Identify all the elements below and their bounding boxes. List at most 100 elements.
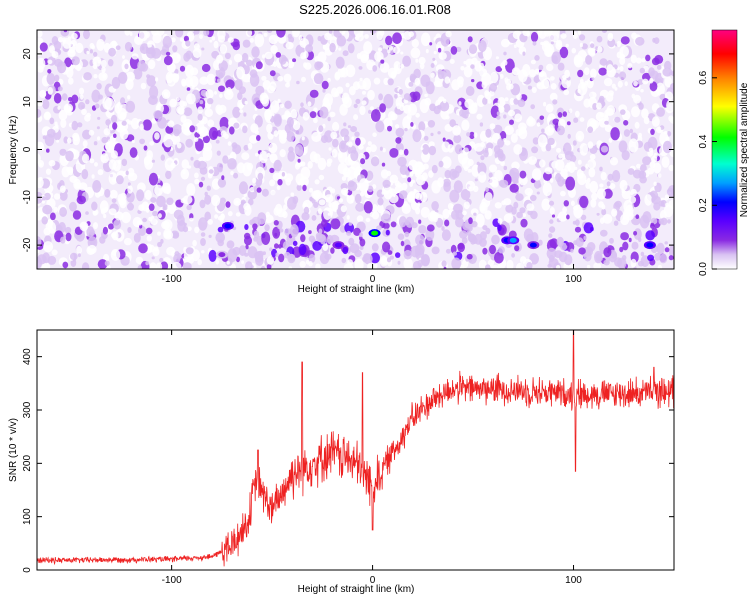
spectrogram-cell: [630, 188, 637, 197]
spectrogram-cell: [427, 120, 436, 128]
spectrogram-cell: [243, 112, 247, 117]
spectrogram-cell: [491, 234, 500, 245]
spectrogram-cell: [628, 195, 637, 204]
spectrogram-cell: [224, 52, 231, 60]
spectrogram-cell: [332, 138, 339, 148]
spectrogram-cell: [190, 156, 194, 161]
spectrogram-cell: [265, 211, 270, 218]
spectrogram-cell: [503, 213, 514, 223]
spectrogram-cell: [659, 253, 668, 264]
spectrogram-cell: [193, 137, 199, 142]
spectrogram-cell: [329, 111, 336, 118]
spectrogram-cell: [307, 161, 313, 169]
spectrogram-cell: [587, 242, 596, 252]
spectrogram-cell: [407, 177, 412, 183]
spectrogram-cell: [497, 148, 504, 158]
spectrogram-cell: [350, 200, 354, 204]
spectrogram-cell: [46, 148, 50, 153]
spectrogram-cell: [604, 124, 613, 132]
spectrogram-cell: [249, 134, 259, 144]
spectrogram-cell: [47, 69, 52, 74]
spectrogram-cell: [315, 263, 321, 269]
spectrogram-cell: [227, 37, 234, 43]
spectrogram-cell: [377, 203, 384, 214]
spectrogram-cell: [649, 70, 659, 80]
spectrogram-cell: [89, 158, 95, 164]
spectrogram-cell: [549, 178, 554, 183]
spectrogram-cell: [207, 219, 213, 225]
spectrogram-cell: [140, 82, 147, 90]
spectrogram-cell: [498, 264, 502, 268]
spectrogram-cell: [586, 177, 591, 183]
spectrogram-cell: [239, 109, 244, 113]
spectrogram-cell: [418, 225, 427, 234]
spectrogram-cell: [647, 254, 655, 261]
spectrogram-cell: [202, 147, 213, 161]
spectrogram-cell: [367, 89, 375, 101]
spectrogram-cell: [469, 131, 475, 140]
spectrogram-cell: [498, 246, 505, 254]
spectrogram-cell: [473, 132, 478, 139]
spectrogram-cell: [303, 149, 308, 154]
spectrogram-cell: [367, 263, 373, 269]
spectrogram-cell: [443, 98, 447, 104]
spectrogram-cell: [226, 261, 230, 265]
spectrogram-cell: [301, 76, 306, 83]
spectrogram-cell: [409, 171, 414, 177]
spectrogram-cell: [201, 47, 205, 51]
spectrogram-cell: [60, 236, 66, 244]
spectrogram-cell: [342, 246, 349, 255]
spectrogram-cell: [43, 227, 51, 236]
spectrogram-cell: [668, 244, 674, 259]
spectrogram-cell: [416, 174, 426, 186]
spectrogram-cell: [347, 125, 352, 129]
spectrogram-cell: [211, 36, 216, 41]
spectrogram-cell: [658, 218, 665, 225]
spectrogram-cell: [125, 71, 135, 82]
spectrogram-cell: [41, 216, 48, 225]
spectrogram-cell: [658, 173, 662, 178]
spectrogram-cell: [511, 67, 521, 76]
spectrogram-cell: [308, 254, 316, 263]
spectrogram-cell: [604, 120, 609, 125]
spectrogram-cell: [651, 155, 658, 163]
spectrogram-cell: [39, 42, 48, 52]
spectrogram-cell: [441, 229, 451, 241]
spectrogram-cell: [506, 259, 514, 269]
spectrogram-cell: [372, 132, 377, 137]
spectrogram-cell: [598, 67, 607, 76]
spectrogram-cell: [478, 62, 485, 70]
spectrogram-cell: [369, 106, 375, 111]
spectrogram-cell: [460, 189, 471, 201]
spectrogram-cell: [471, 236, 478, 245]
x-tick-label: -100: [162, 274, 182, 285]
spectrogram-cell: [437, 70, 445, 80]
spectrogram-cell: [322, 88, 326, 93]
spectrogram-cell: [603, 115, 609, 123]
spectrogram-cell: [301, 212, 310, 221]
spectrogram-cell: [346, 230, 352, 236]
spectrogram-cell: [566, 242, 570, 246]
spectrogram-cell: [255, 135, 261, 141]
spectrogram-cell: [487, 98, 492, 104]
spectrogram-cell: [461, 237, 468, 244]
spectrogram-cell: [62, 261, 69, 269]
spectrogram-cell: [214, 214, 219, 219]
spectrogram-cell: [651, 195, 661, 205]
spectrogram-cell: [241, 152, 250, 161]
spectrogram-cell: [664, 194, 669, 201]
spectrogram-cell: [369, 144, 377, 153]
spectrogram-cell: [485, 128, 492, 138]
spectrogram-cell: [614, 116, 621, 123]
spectrogram-cell: [301, 136, 305, 141]
spectrogram-cell: [341, 92, 350, 105]
spectrogram-cell: [160, 154, 165, 161]
spectrogram-cell: [590, 198, 597, 208]
spectrogram-cell: [336, 196, 341, 200]
spectrogram-cell: [350, 149, 359, 162]
spectrogram-cell: [379, 255, 388, 267]
spectrogram-cell: [444, 169, 452, 179]
spectrogram-cell: [260, 266, 266, 269]
spectrogram-cell: [64, 226, 72, 234]
